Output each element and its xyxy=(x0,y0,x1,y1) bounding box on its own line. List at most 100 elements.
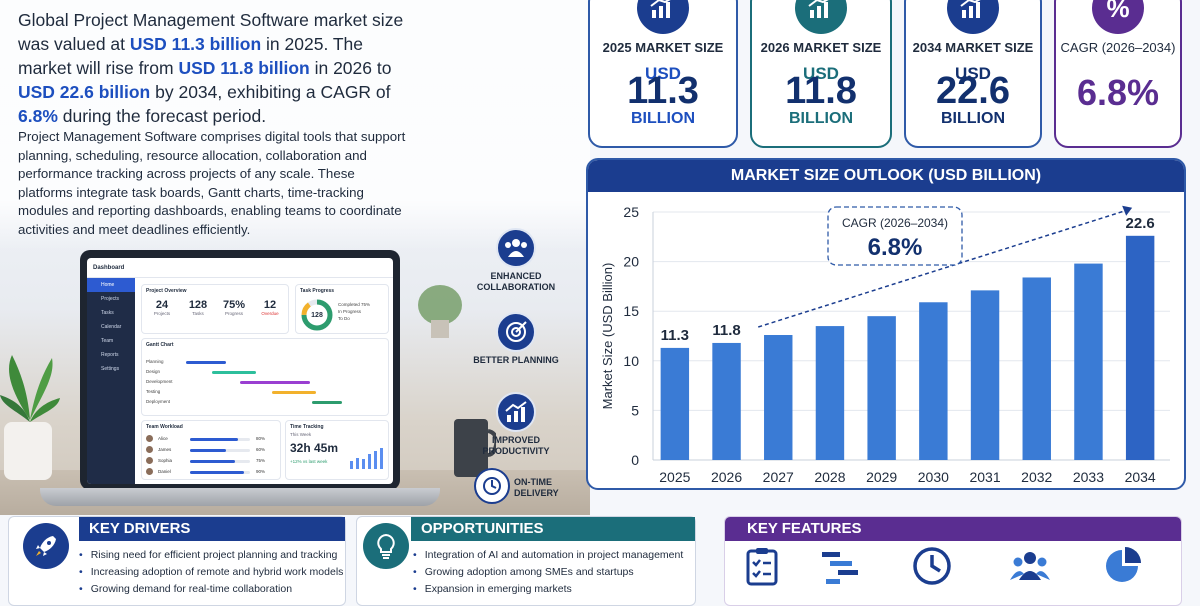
workload-bar xyxy=(190,449,226,452)
background-fade xyxy=(0,0,590,250)
workload-row: Daniel 90% xyxy=(146,468,276,477)
cagr-annotation-value: 6.8% xyxy=(868,234,923,261)
value-cagr: 6.8% xyxy=(18,106,58,126)
bar xyxy=(660,347,690,460)
workload-row: James 60% xyxy=(146,446,276,455)
avatar xyxy=(146,468,153,475)
coffee-mug xyxy=(454,419,496,477)
nav-tasks[interactable]: Tasks xyxy=(101,310,114,316)
x-tick-label: 2026 xyxy=(711,469,742,485)
intro-paragraph: Global Project Management Software marke… xyxy=(18,10,404,126)
dashboard-title: Dashboard xyxy=(87,258,393,278)
lightbulb-icon xyxy=(363,523,409,569)
member-name: Sophia xyxy=(158,458,173,463)
gantt-bar xyxy=(212,371,256,374)
project-overview-card: Project Overview 24 Projects 128 Tasks 75%… xyxy=(141,284,289,334)
team-workload-card: Team Workload Alice 80% James 60% Sophia 75% D… xyxy=(141,420,281,480)
dashboard-screen: Dashboard Home Projects Tasks Calendar T… xyxy=(87,258,393,484)
pie-chart-icon xyxy=(1106,547,1141,582)
gantt-icon xyxy=(822,552,858,584)
bar xyxy=(815,326,845,460)
workload-row: Sophia 75% xyxy=(146,457,276,466)
data-label: 11.3 xyxy=(661,327,689,344)
stat-card-2034: 2034 MARKET SIZE USD 22.6 BILLION xyxy=(904,0,1042,148)
bar xyxy=(712,342,741,460)
value-2025: USD 11.3 billion xyxy=(129,34,262,54)
market-size-chart: MARKET SIZE OUTLOOK (USD BILLION) 0 5 10 15… xyxy=(586,158,1186,490)
list-item: Rising need for efficient project planni… xyxy=(79,547,343,564)
description-paragraph: Project Management Software comprises di… xyxy=(18,129,406,237)
nav-calendar[interactable]: Calendar xyxy=(101,324,122,330)
cagr-annotation-label: CAGR (2026–2034) xyxy=(842,216,948,230)
y-tick-label: 20 xyxy=(623,254,639,270)
opportunities-list: Integration of AI and automation in proj… xyxy=(413,547,684,598)
trend-arrow-head xyxy=(1122,205,1133,216)
gantt-chart-card: Gantt Chart Planning Design Development … xyxy=(141,338,389,416)
trend-arrow xyxy=(758,209,1129,328)
list-item: Integration of AI and automation in proj… xyxy=(413,547,684,564)
gantt-bar xyxy=(240,381,310,384)
opportunities-title: OPPORTUNITIES xyxy=(411,517,695,541)
y-tick-label: 0 xyxy=(631,452,639,468)
nav-team[interactable]: Team xyxy=(101,338,114,344)
plant-decoration xyxy=(0,355,60,480)
nav-home[interactable]: Home xyxy=(87,278,135,292)
workload-pct: 60% xyxy=(256,447,266,452)
value-2034: USD 22.6 billion xyxy=(18,82,151,102)
clock-icon xyxy=(913,547,951,585)
time-value: 32h 45m xyxy=(290,441,339,455)
workload-pct: 90% xyxy=(256,469,266,474)
svg-text:128: 128 xyxy=(311,312,323,319)
gantt-bar xyxy=(312,401,342,404)
bar xyxy=(1074,263,1103,460)
bar xyxy=(919,302,948,460)
member-name: Alice xyxy=(158,436,168,441)
nav-projects[interactable]: Projects xyxy=(101,296,120,302)
x-tick-label: 2028 xyxy=(814,469,845,485)
nav-reports[interactable]: Reports xyxy=(101,352,119,358)
feature-improved-productivity: IMPROVED PRODUCTIVITY xyxy=(470,392,562,457)
y-tick-label: 10 xyxy=(623,353,639,369)
rocket-icon xyxy=(23,523,69,569)
feature-better-planning: BETTER PLANNING xyxy=(470,312,562,366)
percent-icon: % xyxy=(1092,0,1144,34)
data-label: 11.8 xyxy=(712,322,740,339)
list-item: Growing demand for real-time collaborati… xyxy=(79,581,343,598)
nav-settings[interactable]: Settings xyxy=(101,366,120,372)
workload-row: Alice 80% xyxy=(146,435,276,444)
stat-card-cagr: % CAGR (2026–2034) 6.8% xyxy=(1054,0,1182,148)
gantt-bar xyxy=(272,391,316,394)
feature-enhanced-collaboration: ENHANCED COLLABORATION xyxy=(470,228,562,293)
checklist-icon xyxy=(746,548,778,586)
member-name: James xyxy=(158,447,172,452)
mini-bar-chart xyxy=(350,448,383,469)
x-tick-label: 2029 xyxy=(866,469,897,485)
workload-bar xyxy=(190,460,235,463)
stat-card-2025: 2025 MARKET SIZE USD 11.3 BILLION xyxy=(588,0,738,148)
x-tick-label: 2033 xyxy=(1073,469,1104,485)
cagr-annotation-box xyxy=(827,206,963,266)
workload-pct: 80% xyxy=(256,436,266,441)
bar-chart-growth-icon xyxy=(947,0,999,34)
value-2026: USD 11.8 billion xyxy=(178,58,310,78)
key-drivers-section: KEY DRIVERS Rising need for efficient pr… xyxy=(8,516,346,606)
data-label: 22.6 xyxy=(1126,215,1155,232)
key-drivers-title: KEY DRIVERS xyxy=(79,517,345,541)
bar xyxy=(970,290,1000,460)
workload-bar xyxy=(190,438,238,441)
opportunities-section: OPPORTUNITIES Integration of AI and auto… xyxy=(356,516,696,606)
team-icon xyxy=(496,228,536,268)
task-progress-card: Task Progress 128 Completed 75% In Progr… xyxy=(295,284,389,334)
time-tracking-card: Time Tracking This Week 32h 45m +12% vs … xyxy=(285,420,389,480)
x-tick-label: 2030 xyxy=(918,469,949,485)
bar xyxy=(1125,235,1155,460)
chart-title: MARKET SIZE OUTLOOK (USD BILLION) xyxy=(588,160,1184,192)
x-tick-label: 2032 xyxy=(1021,469,1052,485)
key-drivers-list: Rising need for efficient project planni… xyxy=(79,547,344,598)
y-tick-label: 25 xyxy=(623,204,639,220)
bar xyxy=(867,316,896,460)
y-tick-label: 5 xyxy=(631,402,639,418)
list-item: Increasing adoption of remote and hybrid… xyxy=(79,564,344,581)
gantt-bar xyxy=(186,361,226,364)
